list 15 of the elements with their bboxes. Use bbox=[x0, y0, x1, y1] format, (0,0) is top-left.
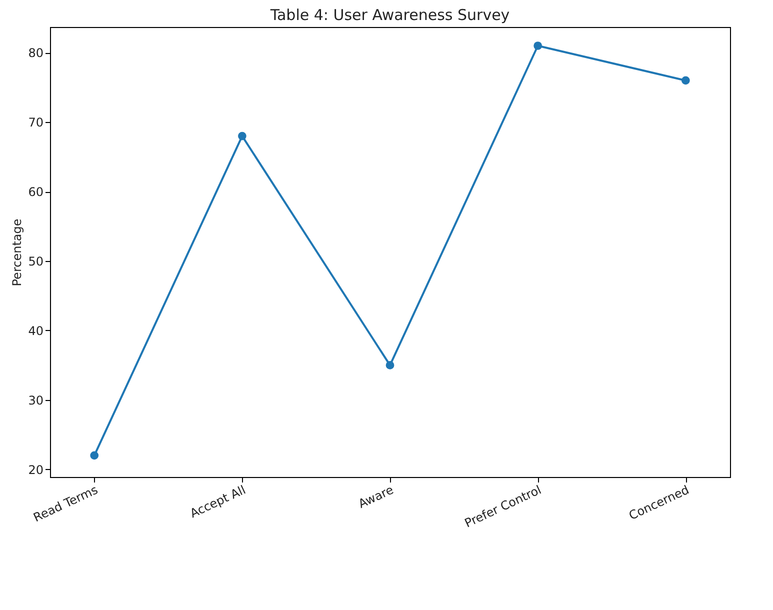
point bbox=[90, 451, 99, 460]
point bbox=[238, 132, 246, 140]
y-tick-label: 80 bbox=[28, 46, 44, 60]
y-tick-label: 50 bbox=[28, 254, 44, 269]
point bbox=[681, 76, 690, 85]
point bbox=[534, 42, 542, 50]
y-tick-label: 60 bbox=[28, 185, 44, 200]
y-tick-label: 20 bbox=[28, 462, 44, 477]
y-axis-title: Percentage bbox=[10, 218, 24, 286]
y-tick-label: 30 bbox=[28, 393, 44, 408]
y-tick-label: 70 bbox=[28, 116, 44, 130]
chart-title: Table 4: User Awareness Survey bbox=[269, 6, 510, 24]
x-tick-label: Read Terms bbox=[31, 482, 100, 525]
y-tick-label: 40 bbox=[28, 324, 44, 338]
point bbox=[386, 361, 394, 370]
